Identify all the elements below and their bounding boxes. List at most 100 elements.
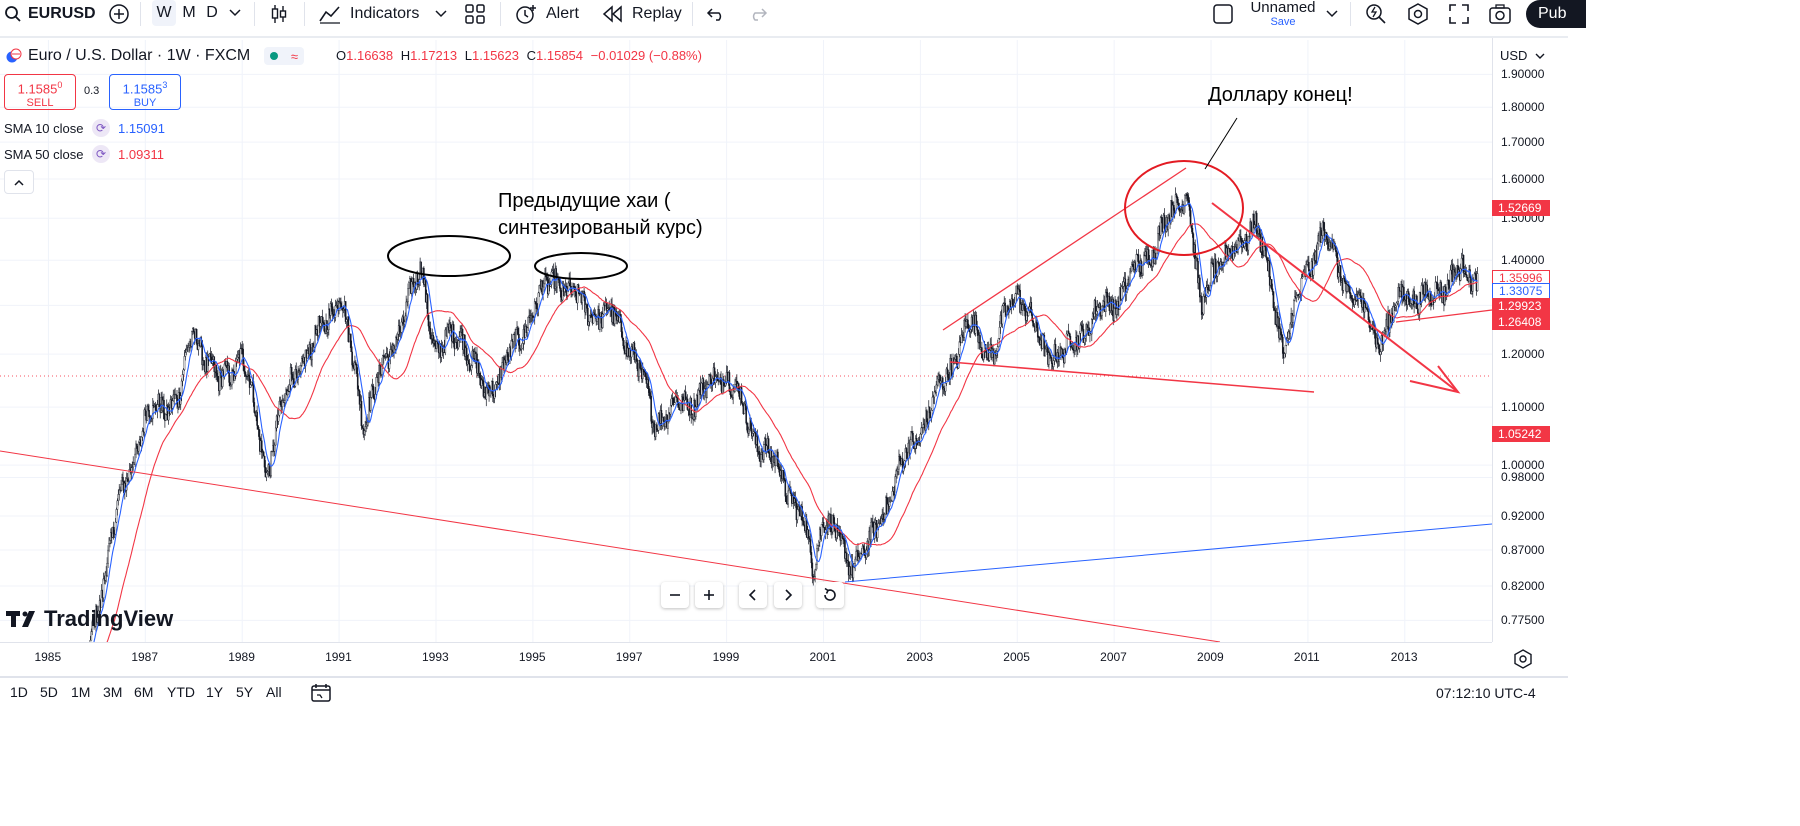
dollar-end-annotation[interactable]: Доллару конец! <box>1208 84 1353 106</box>
candle <box>342 306 344 318</box>
refresh-icon[interactable]: ⟳ <box>92 145 110 163</box>
indicator-row-sma10[interactable]: SMA 10 close ⟳ 1.15091 <box>4 119 165 137</box>
buy-button[interactable]: 1.15853 BUY <box>109 74 181 110</box>
low-value: 1.15623 <box>472 48 519 63</box>
candle <box>1043 332 1046 357</box>
price-chart[interactable] <box>0 0 1492 642</box>
symbol-search[interactable]: EURUSD <box>4 0 96 28</box>
range-button-ytd[interactable]: YTD <box>167 684 195 700</box>
tradingview-logo-icon <box>6 611 35 627</box>
candle <box>338 297 340 315</box>
time-axis[interactable] <box>0 642 1492 673</box>
range-button-6m[interactable]: 6M <box>134 684 154 700</box>
redo-button[interactable] <box>748 0 768 28</box>
candle <box>1379 351 1382 362</box>
short-support-line[interactable] <box>1395 309 1492 323</box>
publish-label: Pub <box>1538 5 1567 22</box>
candle <box>910 431 912 446</box>
range-button-1y[interactable]: 1Y <box>206 684 224 700</box>
clock[interactable]: 07:12:10 UTC-4 <box>1436 685 1536 701</box>
candle <box>623 340 625 355</box>
layout-menu-button[interactable] <box>1326 0 1338 28</box>
timeframe-dropdown[interactable] <box>226 0 244 26</box>
prev-highs-annotation[interactable]: Предыдущие хаи ( синтезированый курс) <box>498 188 703 242</box>
refresh-icon[interactable]: ⟳ <box>92 119 110 137</box>
indicators-button[interactable]: Indicators <box>318 0 447 28</box>
prev-high-ellipse-1[interactable] <box>387 235 511 277</box>
zoom-out-button[interactable] <box>661 582 689 608</box>
candle <box>1472 274 1474 298</box>
candle <box>340 297 342 312</box>
candle <box>274 420 277 446</box>
candle <box>1292 309 1294 328</box>
candle <box>820 523 823 542</box>
compare-add-button[interactable] <box>108 0 130 28</box>
range-button-5d[interactable]: 5D <box>40 684 58 700</box>
symbol-legend[interactable]: Euro / U.S. Dollar · 1W · FXCM ≈ <box>6 46 305 66</box>
blue-trendline[interactable] <box>844 523 1492 583</box>
candle <box>429 321 432 340</box>
open-value: 1.16638 <box>346 48 394 63</box>
currency-selector[interactable]: USD <box>1500 48 1545 63</box>
range-button-3m[interactable]: 3M <box>103 684 123 700</box>
candle <box>994 348 996 365</box>
settings-button[interactable] <box>1406 0 1430 28</box>
candle <box>512 333 515 349</box>
chevron-down-icon <box>1326 10 1338 18</box>
range-button-1m[interactable]: 1M <box>71 684 91 700</box>
sell-button[interactable]: 1.15850 SELL <box>4 74 76 110</box>
horizontal-resistance-line[interactable] <box>949 361 1315 393</box>
price-tag: 1.26408 <box>1492 314 1550 331</box>
candle <box>321 309 324 327</box>
axis-settings-button[interactable] <box>1512 648 1534 670</box>
candle <box>229 375 231 390</box>
prev-high-ellipse-2[interactable] <box>534 252 628 280</box>
candle <box>928 406 931 419</box>
candle <box>587 321 590 331</box>
candle <box>1228 247 1231 253</box>
layout-checkbox[interactable] <box>1212 0 1234 28</box>
candle <box>1130 266 1132 274</box>
zoom-in-button[interactable] <box>695 582 723 608</box>
timeframe-d[interactable]: D <box>206 4 218 21</box>
candle <box>782 470 785 484</box>
range-button-all[interactable]: All <box>266 684 282 700</box>
tradingview-logo[interactable]: TradingView <box>6 606 173 632</box>
undo-button[interactable] <box>706 0 726 28</box>
candle <box>1049 348 1051 359</box>
divider <box>500 2 501 26</box>
candle <box>108 537 110 553</box>
indicator-row-sma50[interactable]: SMA 50 close ⟳ 1.09311 <box>4 145 164 163</box>
fullscreen-button[interactable] <box>1448 0 1470 28</box>
scroll-left-button[interactable] <box>739 582 767 608</box>
candle <box>572 282 574 296</box>
snapshot-button[interactable] <box>1488 0 1512 28</box>
legend-collapse-button[interactable] <box>4 170 34 194</box>
long-trendline-support[interactable] <box>0 450 1221 642</box>
reset-chart-button[interactable] <box>816 582 844 608</box>
range-button-5y[interactable]: 5Y <box>236 684 254 700</box>
alert-button[interactable]: Alert <box>514 0 579 28</box>
candle <box>143 407 146 439</box>
candle <box>351 346 353 372</box>
replay-button[interactable]: Replay <box>602 0 682 28</box>
publish-button[interactable]: Pub <box>1526 0 1586 28</box>
candle <box>1420 282 1423 308</box>
layout-name-block[interactable]: Unnamed Save <box>1250 0 1316 28</box>
timeframe-m[interactable]: M <box>182 4 196 21</box>
price-tick-label: 1.10000 <box>1501 400 1545 415</box>
quick-search-button[interactable] <box>1364 0 1388 28</box>
close-value: 1.15854 <box>536 48 584 63</box>
candle <box>260 433 263 459</box>
range-button-1d[interactable]: 1D <box>10 684 28 700</box>
chart-type-button[interactable] <box>268 0 290 28</box>
market-status-badge[interactable]: ≈ <box>264 47 305 65</box>
candle <box>158 392 161 408</box>
scroll-right-button[interactable] <box>774 582 802 608</box>
low-label: L <box>464 48 472 63</box>
go-to-date-button[interactable] <box>310 682 332 709</box>
templates-button[interactable] <box>464 0 486 28</box>
candle <box>1253 210 1255 230</box>
timeframe-w[interactable]: W <box>152 0 176 26</box>
divider <box>692 2 693 26</box>
